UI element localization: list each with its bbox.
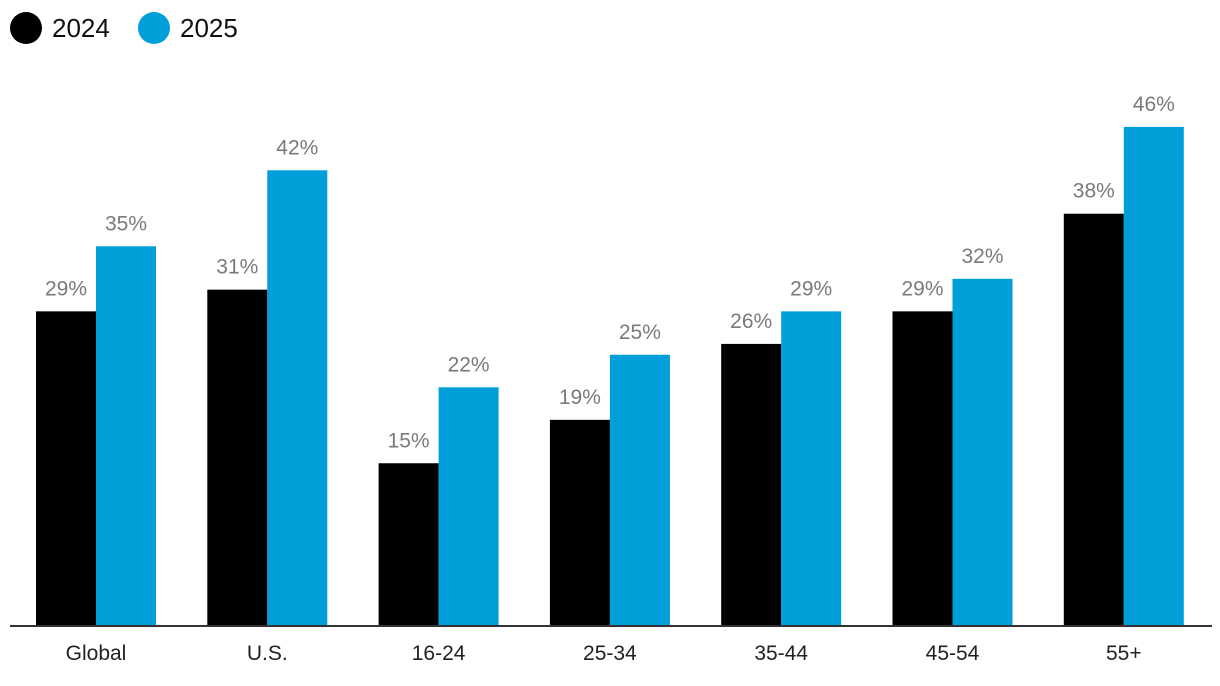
legend: 2024 2025 [10,12,238,44]
category-label-55: 55+ [1106,642,1142,665]
bar-2025-35-44 [781,311,842,626]
legend-swatch-2024 [10,12,42,44]
value-label-2025-global: 35% [105,212,147,235]
bar-2025-16-24 [438,387,499,626]
value-label-2025-16-24: 22% [448,353,490,376]
category-label-45-54: 45-54 [926,642,980,665]
value-label-2025-25-34: 25% [619,321,661,344]
bar-2025-global [96,246,156,626]
bar-2024-45-54 [892,311,953,626]
bar-2025-25-34 [609,354,670,626]
value-label-2025-45-54: 32% [961,245,1003,268]
category-label-global: Global [66,642,127,665]
value-label-2024-global: 29% [45,277,87,300]
value-label-2025-55: 46% [1133,93,1175,116]
value-label-2024-16-24: 15% [388,429,430,452]
bar-2024-16-24 [378,463,439,626]
bars-group [36,126,1184,627]
bar-2024-55 [1063,213,1124,626]
value-labels-group: 29% 35% 31% 42% 15% 22% 19% 25% 26% 29% 29% 32% 38% 4… [45,93,1175,452]
value-label-2024-45-54: 29% [901,277,943,300]
bar-2024-global [36,311,96,626]
value-label-2025-35-44: 29% [790,277,832,300]
legend-label-2024: 2024 [52,13,110,43]
bar-2024-25-34 [549,419,610,626]
bar-2025-55 [1123,126,1184,627]
category-label-16-24: 16-24 [412,642,466,665]
value-label-2024-25-34: 19% [559,386,601,409]
value-label-2024-u-s: 31% [216,256,258,279]
value-label-2025-u-s: 42% [276,136,318,159]
category-label-25-34: 25-34 [583,642,637,665]
category-label-35-44: 35-44 [754,642,808,665]
bar-2025-u-s [267,170,328,627]
legend-swatch-2025 [138,12,170,44]
legend-label-2025: 2025 [180,13,238,43]
bar-2024-u-s [207,289,268,626]
value-label-2024-55: 38% [1073,180,1115,203]
value-label-2024-35-44: 26% [730,310,772,333]
category-labels-group: Global U.S. 16-24 25-34 35-44 45-54 55+ [66,642,1142,665]
bar-2025-45-54 [952,278,1013,626]
bar-2024-35-44 [721,343,782,626]
category-label-u-s: U.S. [247,642,288,665]
